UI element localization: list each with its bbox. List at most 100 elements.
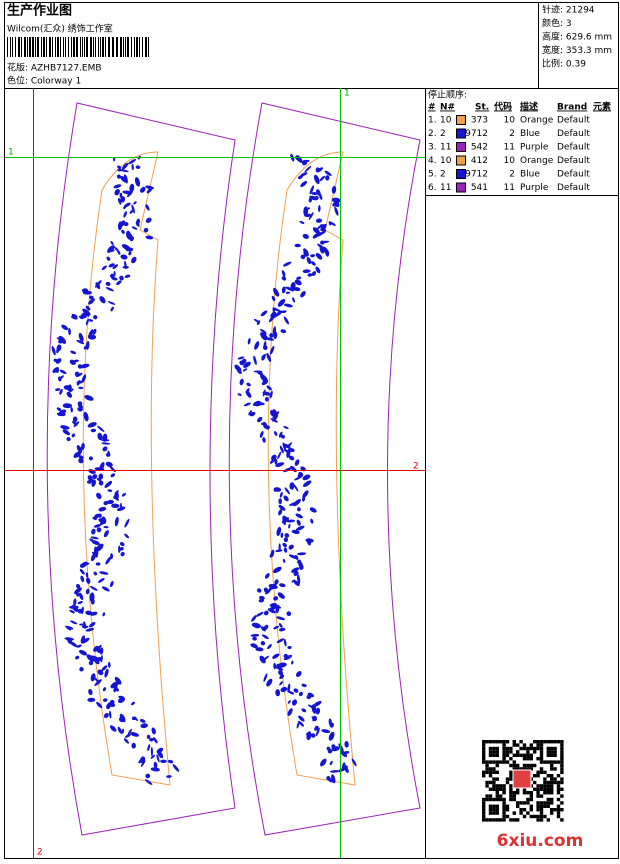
qr-module — [492, 804, 496, 808]
embroidery-leaf — [278, 431, 283, 438]
barcode-bar — [145, 37, 147, 57]
stat: 颜色: 3 — [542, 17, 572, 29]
cell: 412 — [471, 156, 488, 166]
qr-module — [553, 780, 557, 785]
embroidery-leaf — [262, 437, 266, 443]
qr-module — [516, 818, 520, 822]
qr-module — [543, 801, 547, 805]
embroidery-leaf — [66, 391, 73, 398]
qr-module — [556, 804, 561, 808]
qr-module — [543, 780, 547, 785]
qr-module — [488, 787, 493, 791]
embroidery-leaf — [61, 324, 69, 331]
qr-module — [488, 808, 493, 812]
qr-module — [482, 750, 486, 754]
embroidery-leaf — [70, 315, 78, 320]
embroidery-leaf — [108, 249, 115, 253]
embroidery-leaf — [302, 269, 311, 274]
embroidery-leaf — [265, 588, 272, 595]
qr-module — [536, 770, 540, 774]
embroidery-leaf — [73, 598, 77, 606]
qr-module — [543, 787, 547, 791]
qr-module — [485, 780, 489, 785]
embroidery-leaf — [243, 402, 251, 407]
qr-module — [482, 814, 486, 819]
cell: Orange — [520, 156, 554, 166]
qr-module — [539, 818, 544, 822]
embroidery-leaf — [70, 406, 73, 413]
qr-module — [556, 784, 561, 788]
qr-module — [550, 746, 554, 751]
qr-module — [482, 808, 486, 812]
barcode-bar — [57, 37, 59, 57]
embroidery-leaf — [294, 243, 301, 248]
embroidery-leaf — [311, 261, 316, 266]
embroidery-leaf — [131, 163, 134, 171]
qr-module — [502, 760, 506, 764]
qr-module — [505, 814, 510, 819]
embroidery-leaf — [109, 725, 117, 732]
embroidery-leaf — [300, 254, 306, 260]
embroidery-leaf — [75, 591, 80, 597]
qr-module — [488, 774, 493, 778]
qr-module — [556, 780, 561, 785]
qr-module — [536, 818, 540, 822]
embroidery-leaf — [56, 347, 60, 354]
barcode-bar — [55, 37, 56, 57]
qr-module — [560, 801, 564, 805]
embroidery-leaf — [104, 480, 113, 488]
embroidery-leaf — [259, 430, 264, 438]
qr-module — [482, 770, 486, 774]
qr-module — [495, 818, 499, 822]
embroidery-leaf — [298, 715, 305, 722]
embroidery-leaf — [313, 174, 320, 185]
embroidery-leaf — [150, 767, 160, 772]
embroidery-leaf — [76, 372, 83, 378]
qr-module — [492, 770, 496, 774]
qr-module — [499, 784, 503, 788]
embroidery-leaf — [237, 356, 245, 360]
qr-module — [539, 784, 544, 788]
qr-module — [492, 767, 496, 771]
qr-module — [516, 767, 520, 771]
embroidery-leaf — [278, 498, 282, 505]
qr-module — [492, 784, 496, 788]
qr-module — [556, 760, 561, 764]
embroidery-leaf — [144, 779, 153, 785]
embroidery-leaf — [236, 368, 242, 375]
embroidery-leaf — [308, 197, 312, 203]
embroidery-leaf — [125, 247, 134, 252]
embroidery-leaf — [93, 571, 98, 576]
cell: 3. — [428, 143, 437, 153]
qr-module — [560, 767, 564, 771]
embroidery-leaf — [283, 654, 293, 661]
qr-module — [529, 753, 533, 757]
embroidery-leaf — [302, 496, 306, 502]
embroidery-leaf — [248, 410, 252, 416]
qr-module — [492, 746, 496, 751]
color-swatch — [456, 182, 466, 193]
embroidery-leaf — [79, 568, 85, 575]
qr-module — [516, 791, 520, 795]
embroidery-leaf — [303, 206, 309, 216]
embroidery-leaf — [121, 492, 126, 497]
qr-module — [505, 750, 510, 754]
qr-module — [526, 753, 530, 757]
embroidery-leaf — [294, 279, 302, 286]
color-swatch — [456, 128, 466, 139]
embroidery-leaf — [279, 681, 283, 686]
embroidery-leaf — [90, 598, 95, 605]
embroidery-leaf — [122, 265, 129, 269]
embroidery-leaf — [85, 305, 91, 311]
qr-module — [553, 746, 557, 751]
embroidery-leaf — [132, 716, 139, 721]
qr-module — [495, 787, 499, 791]
embroidery-leaf — [105, 281, 111, 286]
qr-module — [519, 808, 523, 812]
qr-module — [560, 757, 564, 761]
qr-module — [550, 787, 554, 791]
barcode-bar — [148, 37, 149, 57]
embroidery-leaf — [80, 635, 86, 644]
embroidery-leaf — [145, 235, 154, 240]
qr-module — [509, 818, 513, 822]
